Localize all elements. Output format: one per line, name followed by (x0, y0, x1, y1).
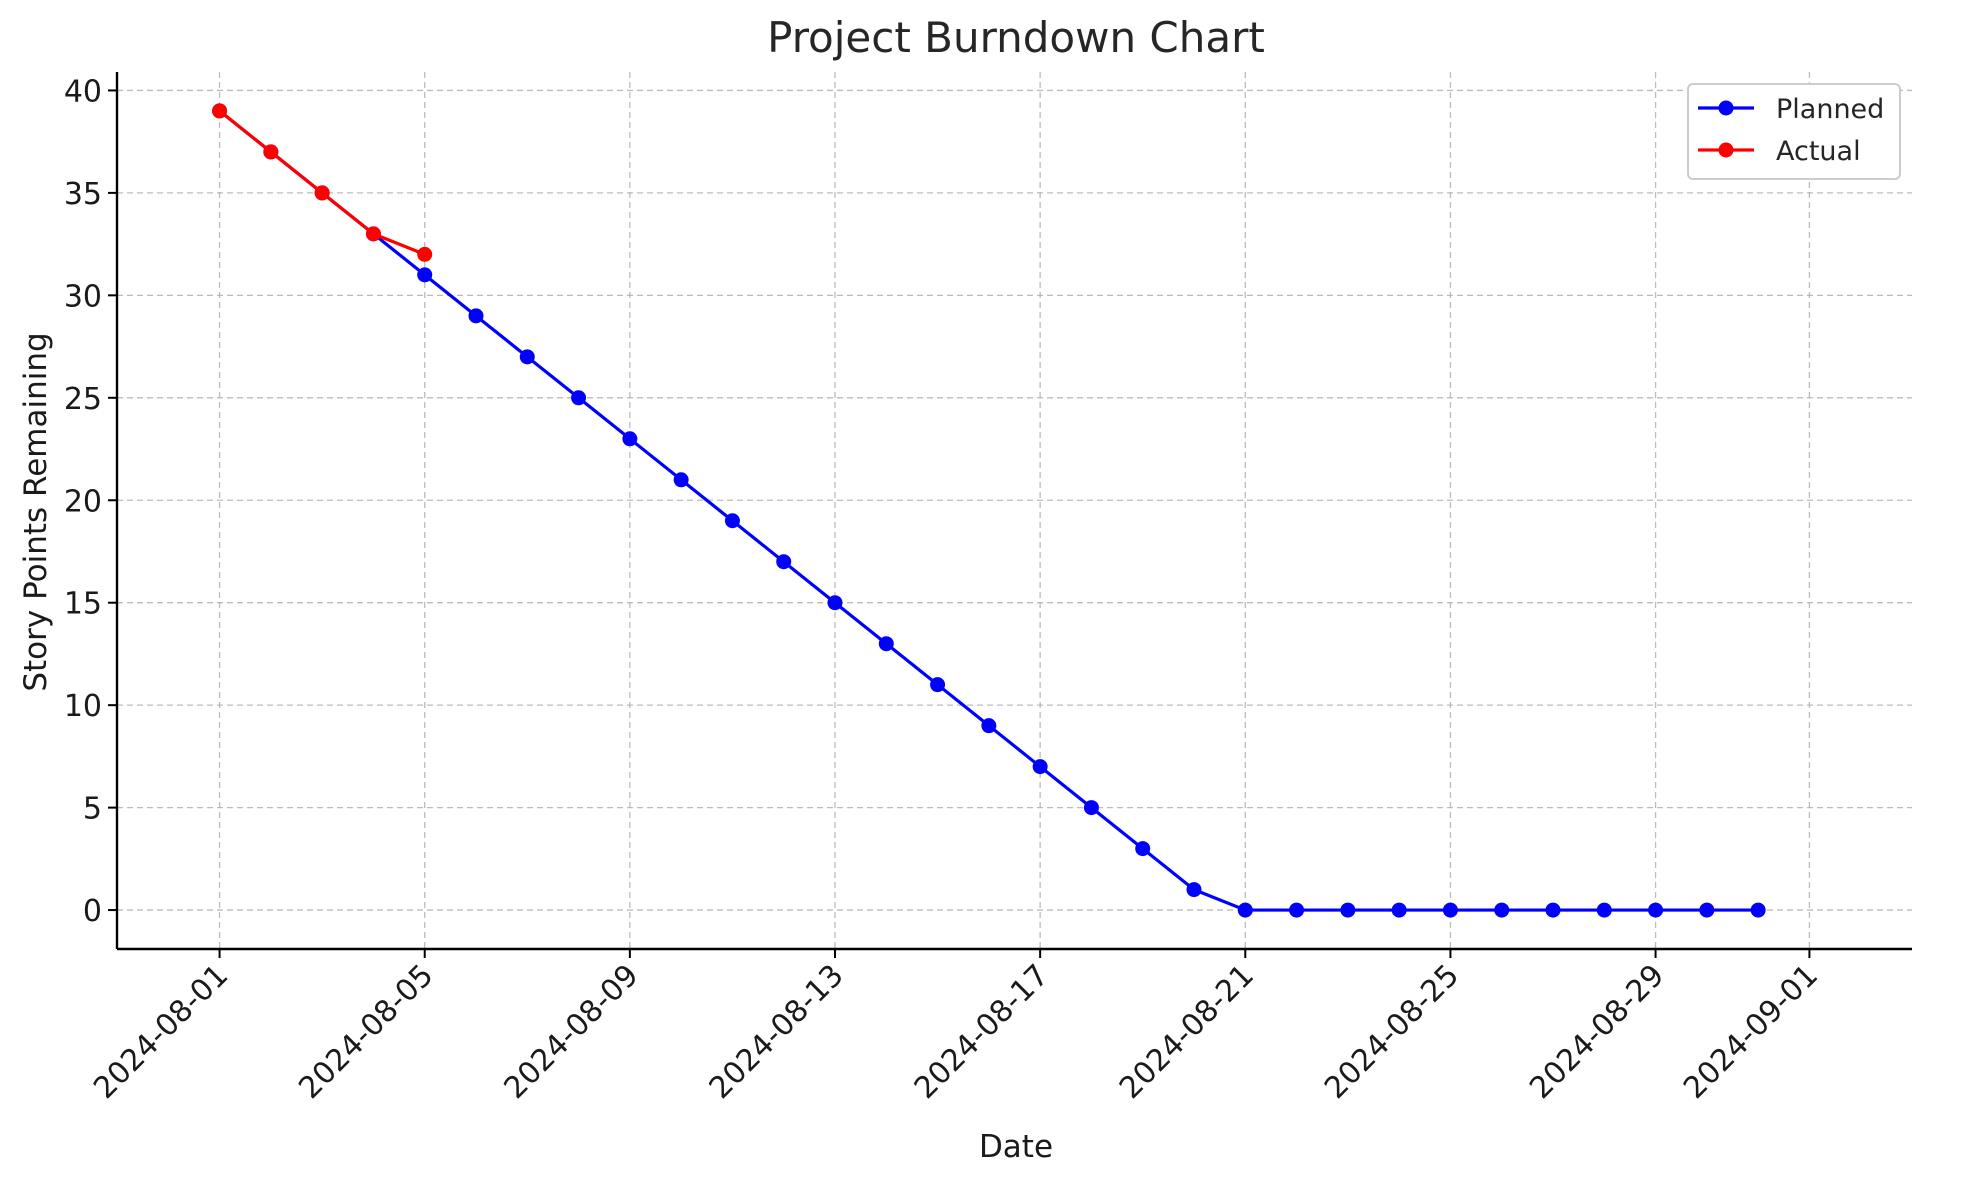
actual-point (314, 185, 330, 201)
chart-title: Project Burndown Chart (767, 13, 1265, 62)
y-tick-label: 15 (64, 587, 102, 622)
y-tick-label: 10 (64, 689, 102, 724)
x-tick-label: 2024-08-01 (87, 958, 235, 1106)
x-tick-label: 2024-08-21 (1113, 958, 1261, 1106)
planned-point (1699, 902, 1715, 918)
y-tick-label: 5 (83, 792, 102, 827)
planned-point (571, 390, 587, 406)
y-tick-label: 20 (64, 484, 102, 519)
planned-point (1391, 902, 1407, 918)
grid-layer (117, 72, 1912, 949)
series-layer (212, 103, 1766, 918)
x-tick-label: 2024-09-01 (1677, 958, 1825, 1106)
x-tick-label: 2024-08-09 (497, 958, 645, 1106)
planned-point (827, 595, 843, 611)
x-axis-title: Date (979, 1129, 1053, 1165)
legend-planned-label: Planned (1776, 94, 1884, 125)
x-tick-label: 2024-08-05 (292, 958, 440, 1106)
legend: Planned Actual (1687, 83, 1901, 180)
y-tick-label: 25 (64, 382, 102, 417)
planned-point (930, 677, 946, 693)
planned-line (218, 109, 1759, 912)
planned-point (724, 513, 740, 529)
axes-layer: 2024-08-01 2024-08-05 2024-08-09 2024-08-13… (64, 72, 1912, 1106)
planned-point (1289, 902, 1305, 918)
x-tick-label: 2024-08-17 (908, 958, 1056, 1106)
y-axis-title: Story Points Remaining (18, 332, 54, 691)
actual-point (212, 103, 228, 119)
planned-point (1135, 841, 1151, 857)
actual-line (218, 109, 426, 256)
planned-point (1032, 759, 1048, 775)
planned-point (1340, 902, 1356, 918)
x-tick-label: 2024-08-25 (1318, 958, 1466, 1106)
planned-point (1083, 800, 1099, 816)
planned-point (1750, 902, 1766, 918)
actual-point (365, 226, 381, 242)
planned-point (776, 554, 792, 570)
planned-point (1186, 882, 1202, 898)
legend-actual-marker (1718, 142, 1734, 158)
actual-point (263, 144, 279, 160)
planned-point (1237, 902, 1253, 918)
planned-point (673, 472, 689, 488)
legend-actual-label: Actual (1776, 136, 1861, 167)
actual-point (417, 246, 433, 262)
planned-point (1596, 902, 1612, 918)
y-tick-label: 40 (64, 74, 102, 109)
planned-point (981, 718, 997, 734)
y-tick-label: 30 (64, 279, 102, 314)
planned-point (878, 636, 894, 652)
y-tick-label: 0 (83, 894, 102, 929)
planned-point (417, 267, 433, 283)
x-tick-label: 2024-08-29 (1523, 958, 1671, 1106)
planned-point (1648, 902, 1664, 918)
y-tick-label: 35 (64, 177, 102, 212)
planned-point (1545, 902, 1561, 918)
x-tick-label: 2024-08-13 (703, 958, 851, 1106)
planned-point (622, 431, 638, 447)
legend-planned-marker (1718, 100, 1734, 116)
planned-point (1494, 902, 1510, 918)
planned-point (519, 349, 535, 365)
planned-point (468, 308, 484, 324)
planned-point (1442, 902, 1458, 918)
